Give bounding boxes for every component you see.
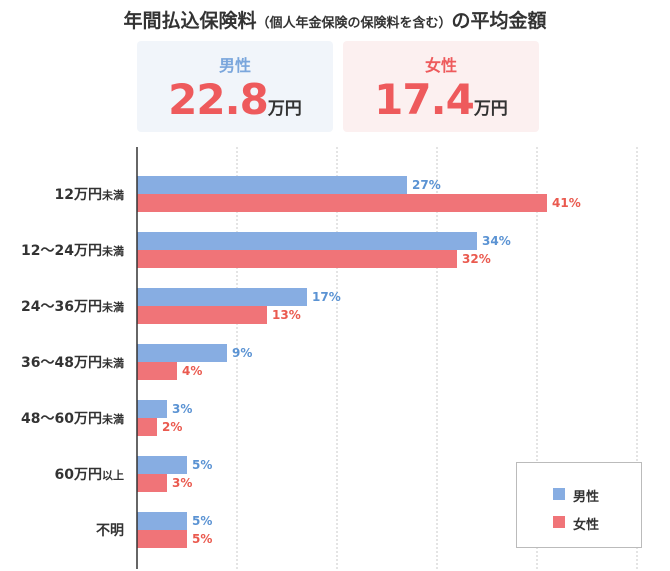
female-average-card: 女性 17.4万円 <box>343 41 539 132</box>
title-main: 年間払込保険料 <box>123 10 257 32</box>
category-label: 24～36万円未満 <box>21 299 124 315</box>
data-label-male: 34% <box>482 234 511 248</box>
bar-male <box>137 456 187 474</box>
category-label-main: 12万円 <box>55 187 102 203</box>
female-average-value: 17.4 <box>374 75 475 124</box>
bar-male <box>137 176 407 194</box>
category-label-suffix: 未満 <box>101 356 124 370</box>
category-label-main: 36～48万円 <box>21 355 102 371</box>
category-label: 12～24万円未満 <box>21 243 124 259</box>
legend: 男性 女性 <box>516 462 642 548</box>
data-label-female: 32% <box>462 252 491 266</box>
legend-label-male: 男性 <box>573 490 600 505</box>
category-label: 48～60万円未満 <box>21 411 124 427</box>
male-average-unit: 万円 <box>267 99 302 119</box>
female-average-unit: 万円 <box>473 99 508 119</box>
category-label-suffix: 未満 <box>101 188 124 202</box>
data-label-female: 41% <box>552 196 581 210</box>
category-label-suffix: 未満 <box>101 244 124 258</box>
data-label-female: 4% <box>182 364 202 378</box>
category-label: 不明 <box>96 523 124 539</box>
bar-male <box>137 232 477 250</box>
category-label-main: 不明 <box>96 523 124 539</box>
bar-female <box>137 418 157 436</box>
chart-title: 年間払込保険料（個人年金保険の保険料を含む）の平均金額 <box>0 6 670 33</box>
title-paren: （個人年金保険の保険料を含む） <box>256 16 452 31</box>
category-label-main: 24～36万円 <box>21 299 102 315</box>
data-label-male: 5% <box>192 458 212 472</box>
title-tail: の平均金額 <box>451 10 547 32</box>
bar-female <box>137 250 457 268</box>
bar-female <box>137 194 547 212</box>
category-label-suffix: 未満 <box>101 300 124 314</box>
male-average-card: 男性 22.8万円 <box>137 41 333 132</box>
category-label-suffix: 以上 <box>102 468 124 482</box>
bar-male <box>137 288 307 306</box>
category-label: 36～48万円未満 <box>21 355 124 371</box>
bar-female <box>137 530 187 548</box>
legend-swatch-male <box>553 488 565 500</box>
female-card-label: 女性 <box>424 56 457 75</box>
category-label-main: 12～24万円 <box>21 243 102 259</box>
bar-male <box>137 344 227 362</box>
data-label-male: 17% <box>312 290 341 304</box>
category-label-main: 48～60万円 <box>21 411 102 427</box>
data-label-male: 9% <box>232 346 252 360</box>
category-label: 60万円以上 <box>55 467 124 483</box>
category-label: 12万円未満 <box>55 187 124 203</box>
data-label-female: 5% <box>192 532 212 546</box>
data-label-male: 27% <box>412 178 441 192</box>
data-label-female: 2% <box>162 420 182 434</box>
category-label-main: 60万円 <box>55 467 102 483</box>
male-average-value: 22.8 <box>168 75 269 124</box>
data-label-male: 3% <box>172 402 192 416</box>
female-card-value-row: 17.4万円 <box>343 75 539 124</box>
bar-female <box>137 306 267 324</box>
data-label-male: 5% <box>192 514 212 528</box>
male-card-value-row: 22.8万円 <box>137 75 333 124</box>
bar-female <box>137 474 167 492</box>
bar-male <box>137 400 167 418</box>
male-card-label: 男性 <box>218 56 251 75</box>
legend-label-female: 女性 <box>573 518 600 533</box>
bar-male <box>137 512 187 530</box>
data-label-female: 13% <box>272 308 301 322</box>
category-label-suffix: 未満 <box>101 412 124 426</box>
data-label-female: 3% <box>172 476 192 490</box>
legend-swatch-female <box>553 516 565 528</box>
bar-female <box>137 362 177 380</box>
